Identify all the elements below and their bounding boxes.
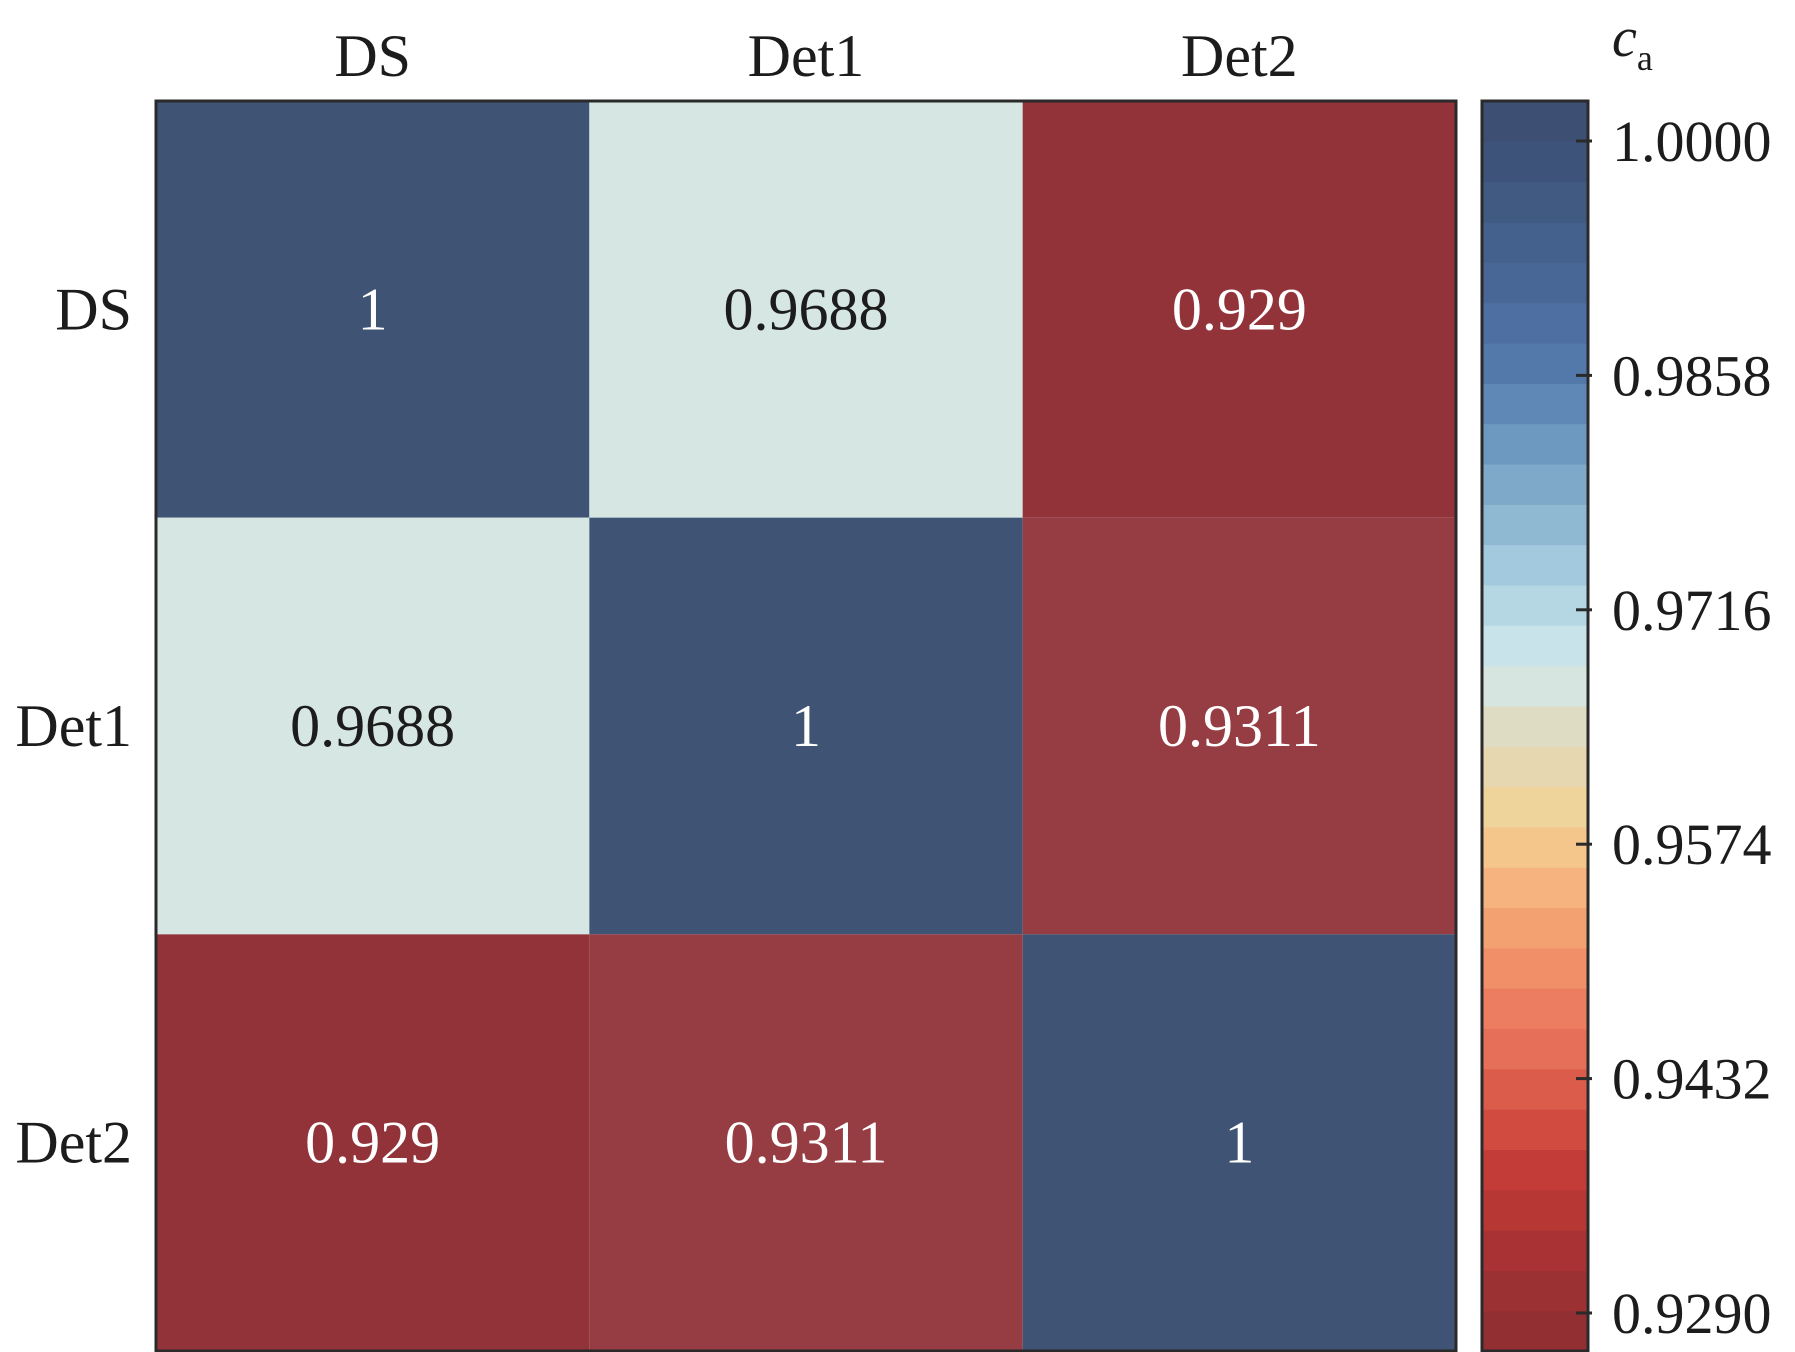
colorbar-tick-label-0: 1.0000 [1612, 109, 1772, 174]
colorbar-segment-3 [1482, 1189, 1588, 1231]
colorbar-segment-14 [1482, 746, 1588, 788]
colorbar-segment-20 [1482, 504, 1588, 546]
heatmap-cell-r1-c2 [1022, 517, 1456, 935]
colorbar-segment-23 [1482, 383, 1588, 425]
colorbar-segment-4 [1482, 1149, 1588, 1191]
x-tick-label-0: DS [334, 23, 411, 89]
colorbar-segment-25 [1482, 302, 1588, 344]
colorbar-segment-7 [1482, 1028, 1588, 1070]
heatmap-cell-r0-c1 [589, 101, 1023, 518]
colorbar-tick-label-1: 0.9858 [1612, 343, 1772, 408]
colorbar-segment-26 [1482, 262, 1588, 304]
heatmap-cell-r0-c2 [1022, 101, 1456, 518]
colorbar-segment-28 [1482, 181, 1588, 223]
x-tick-label-1: Det1 [748, 23, 865, 89]
colorbar-segment-30 [1482, 101, 1588, 142]
colorbar-ticks: 1.0000 0.9858 0.9716 0.9574 0.9432 0.9290 [1576, 109, 1772, 1346]
colorbar-segment-24 [1482, 342, 1588, 384]
colorbar-title-main: c [1612, 7, 1637, 69]
colorbar-frame [1480, 99, 1590, 1352]
heatmap-cell-label-r0-c2: 0.929 [1172, 276, 1307, 342]
heatmap-cell-label-r1-c1: 1 [791, 693, 821, 759]
colorbar-segment-17 [1482, 625, 1588, 667]
colorbar-segment-18 [1482, 584, 1588, 626]
heatmap-cell-r2-c2 [1022, 934, 1456, 1351]
heatmap-cell-labels: 1 0.9688 0.929 0.9688 1 0.9311 0.929 0.9311 1 [290, 276, 1321, 1175]
heatmap-cells [156, 101, 1456, 1351]
heatmap-cell-label-r0-c1: 0.9688 [724, 276, 889, 342]
heatmap-cell-label-r2-c2: 1 [1224, 1110, 1254, 1176]
colorbar-segment-5 [1482, 1109, 1588, 1150]
colorbar-segment-15 [1482, 705, 1588, 747]
heatmap-cell-label-r2-c0: 0.929 [305, 1110, 440, 1176]
heatmap-cell-r0-c0 [156, 101, 590, 518]
colorbar-segment-0 [1482, 1310, 1588, 1352]
colorbar-tick-label-5: 0.9290 [1612, 1281, 1772, 1346]
colorbar-tick-label-2: 0.9716 [1612, 578, 1772, 643]
heatmap-cell-r1-c1 [589, 517, 1023, 935]
colorbar-segment-22 [1482, 423, 1588, 465]
y-tick-label-0: DS [55, 276, 132, 342]
y-tick-label-1: Det1 [15, 693, 132, 759]
y-axis-labels: DS Det1 Det2 [15, 276, 132, 1175]
colorbar-segment-8 [1482, 988, 1588, 1030]
colorbar-segment-12 [1482, 826, 1588, 868]
x-tick-label-2: Det2 [1181, 23, 1298, 89]
heatmap-cell-label-r1-c0: 0.9688 [290, 693, 455, 759]
heatmap-cell-label-r0-c0: 1 [358, 276, 388, 342]
colorbar-segment-6 [1482, 1068, 1588, 1110]
heatmap-cell-r2-c0 [156, 934, 590, 1351]
colorbar-segment-19 [1482, 544, 1588, 586]
colorbar-segment-2 [1482, 1230, 1588, 1271]
colorbar-segment-1 [1482, 1270, 1588, 1312]
x-axis-labels: DS Det1 Det2 [334, 23, 1297, 89]
colorbar-tick-label-4: 0.9432 [1612, 1047, 1772, 1112]
heatmap-cell-r1-c0 [156, 517, 590, 935]
colorbar-segment-13 [1482, 786, 1588, 828]
heatmap-cell-r2-c1 [589, 934, 1023, 1351]
colorbar-segment-27 [1482, 221, 1588, 263]
colorbar-title: ca [1612, 7, 1653, 78]
colorbar-segment-29 [1482, 141, 1588, 183]
colorbar-segment-16 [1482, 665, 1588, 707]
y-tick-label-2: Det2 [15, 1110, 132, 1176]
colorbar [1480, 99, 1590, 1352]
colorbar-title-sub: a [1637, 38, 1653, 78]
colorbar-tick-label-3: 0.9574 [1612, 812, 1772, 877]
colorbar-segment-21 [1482, 463, 1588, 505]
colorbar-segment-11 [1482, 867, 1588, 909]
colorbar-segment-9 [1482, 947, 1588, 989]
heatmap-frame [154, 99, 1458, 1352]
heatmap-cell-label-r2-c1: 0.9311 [725, 1110, 888, 1176]
colorbar-segment-10 [1482, 907, 1588, 949]
heatmap-cell-label-r1-c2: 0.9311 [1158, 693, 1321, 759]
